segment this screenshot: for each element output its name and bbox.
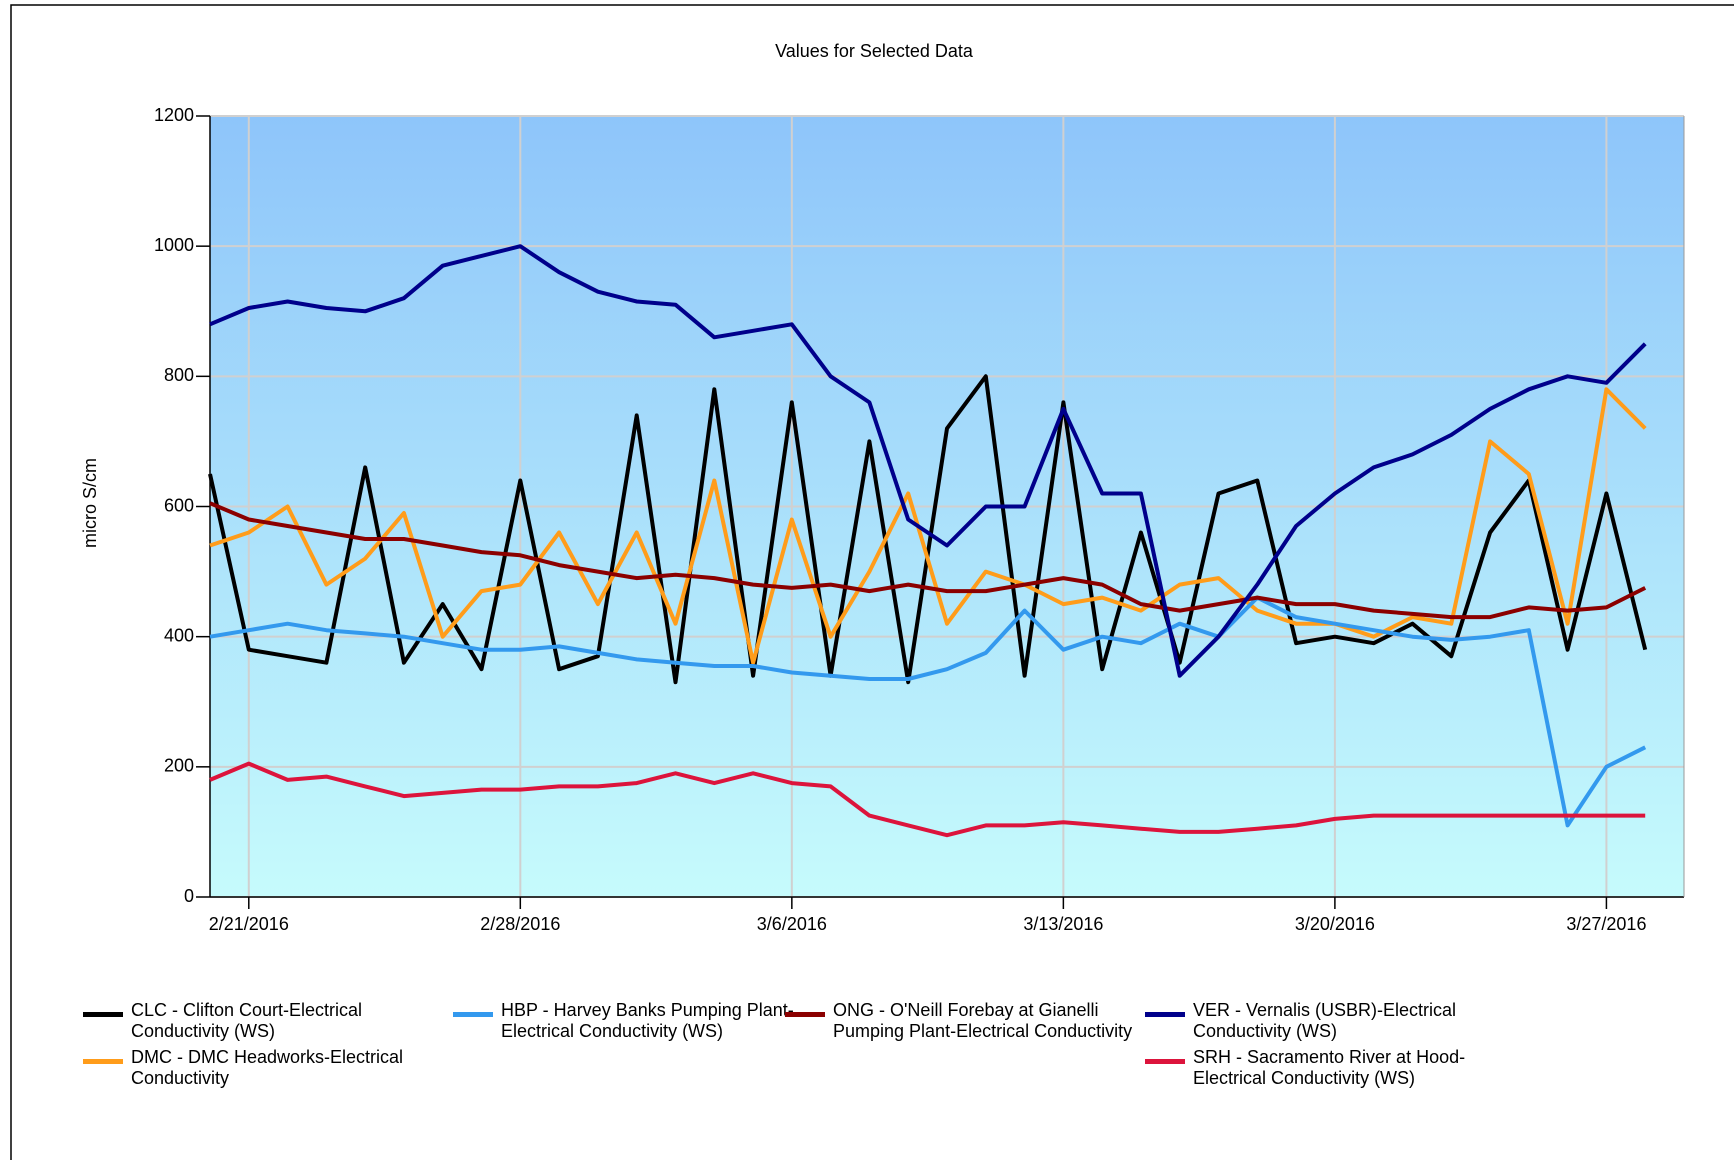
legend-swatch bbox=[785, 1012, 825, 1017]
legend-swatch bbox=[1145, 1059, 1185, 1064]
legend-label: VER - Vernalis (USBR)-Electrical Conduct… bbox=[1193, 1000, 1457, 1041]
y-tick-label: 600 bbox=[164, 495, 194, 515]
x-tick-label: 2/28/2016 bbox=[480, 914, 560, 934]
series-line bbox=[209, 501, 1647, 620]
legend-swatch bbox=[1145, 1012, 1185, 1017]
legend-swatch bbox=[83, 1012, 123, 1017]
x-tick-label: 3/6/2016 bbox=[757, 914, 827, 934]
legend-swatch bbox=[83, 1059, 123, 1064]
y-tick-label: 400 bbox=[164, 625, 194, 645]
y-tick-label: 800 bbox=[164, 365, 194, 385]
x-tick-label: 3/13/2016 bbox=[1023, 914, 1103, 934]
legend-label: ONG - O'Neill Forebay at Gianelli Pumpin… bbox=[833, 1000, 1133, 1041]
series-line bbox=[209, 387, 1647, 665]
y-tick-label: 200 bbox=[164, 756, 194, 776]
y-tick-label: 1000 bbox=[154, 235, 194, 255]
legend-label: HBP - Harvey Banks Pumping Plant-Electri… bbox=[501, 1000, 794, 1041]
series-line bbox=[209, 244, 1647, 678]
series-line bbox=[209, 595, 1647, 828]
legend-item: ONG - O'Neill Forebay at Gianelli Pumpin… bbox=[785, 1000, 1133, 1042]
legend-label: DMC - DMC Headworks-Electrical Conductiv… bbox=[131, 1047, 404, 1088]
legend-item: DMC - DMC Headworks-Electrical Conductiv… bbox=[83, 1047, 431, 1089]
series-line bbox=[209, 761, 1646, 838]
chart-title: Values for Selected Data bbox=[775, 41, 974, 61]
frame bbox=[10, 4, 1734, 1160]
legend-swatch bbox=[453, 1012, 493, 1017]
legend-item: SRH - Sacramento River at Hood-Electrica… bbox=[1145, 1047, 1493, 1089]
x-tick-label: 3/20/2016 bbox=[1295, 914, 1375, 934]
legend-label: SRH - Sacramento River at Hood-Electrica… bbox=[1193, 1047, 1466, 1088]
legend-item: CLC - Clifton Court-Electrical Conductiv… bbox=[83, 1000, 431, 1042]
legend-item: HBP - Harvey Banks Pumping Plant-Electri… bbox=[453, 1000, 801, 1042]
y-tick-label: 0 bbox=[184, 886, 194, 906]
x-tick-label: 2/21/2016 bbox=[209, 914, 289, 934]
y-axis-label: micro S/cm bbox=[80, 458, 100, 548]
y-tick-label: 1200 bbox=[154, 105, 194, 125]
legend-label: CLC - Clifton Court-Electrical Conductiv… bbox=[131, 1000, 363, 1041]
legend-item: VER - Vernalis (USBR)-Electrical Conduct… bbox=[1145, 1000, 1493, 1042]
x-tick-label: 3/27/2016 bbox=[1566, 914, 1646, 934]
